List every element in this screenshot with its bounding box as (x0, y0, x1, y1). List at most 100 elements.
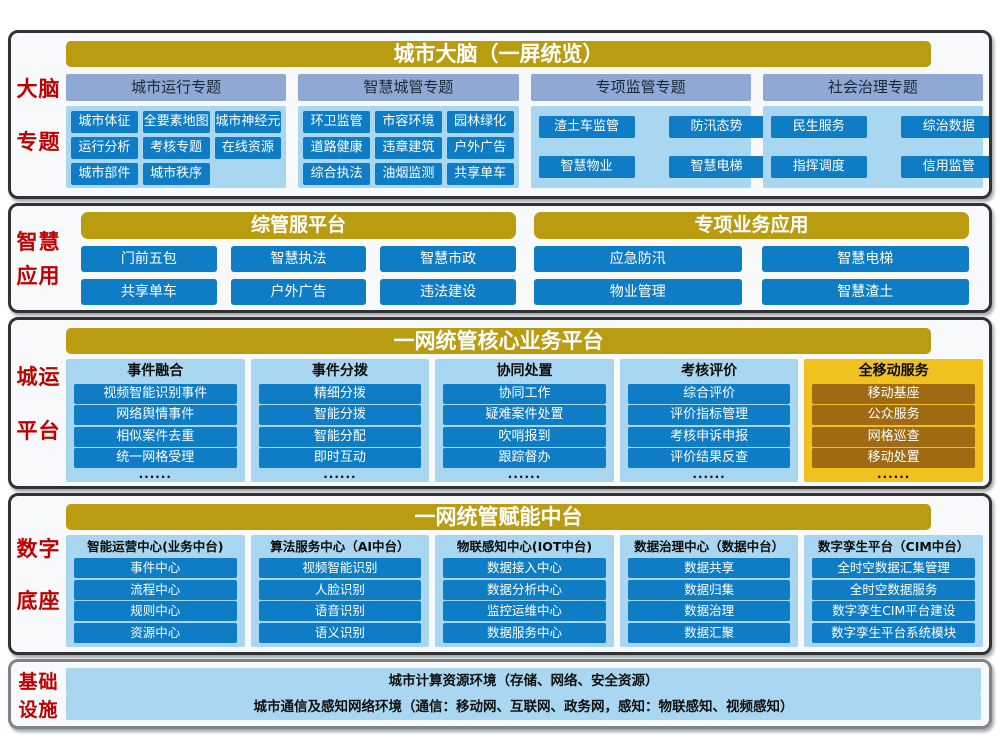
topic-chip: 城市部件 (71, 163, 138, 185)
app-chip: 户外广告 (230, 279, 367, 305)
core-column-title: 考核评价 (681, 363, 738, 379)
topic-chip: 防汛态势 (668, 116, 765, 138)
infra-layer-side-label: 基础 设施 (11, 662, 66, 726)
app-chip: 应急防汛 (534, 246, 742, 272)
topic-chip: 综治数据 (900, 116, 989, 138)
core-column-title: 全移动服务 (858, 363, 929, 379)
middle-chip-list: 数据共享 数据归集 数据治理 数据汇聚 (627, 557, 791, 644)
middle-chip: 流程中心 (74, 579, 237, 600)
infra-layer-panel: 基础 设施 城市计算资源环境（存储、网络、安全资源） 城市通信及感知网络环境（通… (8, 659, 992, 729)
app-chip: 违法建设 (380, 279, 516, 305)
middle-column-data: 数据治理中心（数据中台） 数据共享 数据归集 数据治理 数据汇聚 (619, 535, 799, 647)
topic-chip: 环卫监管 (303, 111, 370, 133)
core-chip-list: 视频智能识别事件 网络舆情事件 相似案件去重 统一网格受理 (74, 382, 237, 470)
middle-chip: 数字孪生平台系统模块 (812, 622, 975, 643)
topic-chip-grid: 城市体征 全要素地图 城市神经元 运行分析 考核专题 在线资源 城市部件 城市秩序 (66, 106, 287, 188)
city-brain-header: 城市大脑（一屏统览） (66, 41, 931, 67)
middle-column-title: 智能运营中心(业务中台) (87, 539, 224, 554)
core-chip: 网络舆情事件 (74, 405, 237, 426)
core-column-title: 事件分拨 (311, 363, 368, 379)
app-chip: 智慧市政 (380, 246, 516, 272)
apps-group-comprehensive: 综管服平台 门前五包 智慧执法 智慧市政共享单车 户外广告 违法建设 (81, 212, 516, 305)
apps-group-header: 专项业务应用 (534, 212, 969, 239)
core-platform-header: 一网统管核心业务平台 (66, 328, 931, 354)
topic-chip: 道路健康 (303, 137, 370, 159)
apps-layer-content: 综管服平台 门前五包 智慧执法 智慧市政共享单车 户外广告 违法建设 专项业务应用 应急… (66, 206, 989, 310)
core-chip: 精细分拨 (258, 383, 422, 404)
core-chip: 疑难案件处置 (443, 405, 606, 426)
app-chip: 门前五包 (81, 246, 217, 272)
topic-column-header: 专项监管专题 (530, 74, 751, 101)
middle-chip: 数据治理 (627, 601, 791, 622)
app-chip: 智慧执法 (230, 246, 367, 272)
topic-chip-grid: 环卫监管 市容环境 园林绿化 道路健康 违章建筑 户外广告 综合执法 油烟监测 共享单车 (298, 106, 519, 188)
app-chip: 共享单车 (81, 279, 217, 305)
middle-chip: 资源中心 (74, 622, 237, 643)
topic-chip: 全要素地图 (142, 111, 210, 133)
core-layer-content: 一网统管核心业务平台 事件融合 视频智能识别事件 网络舆情事件 相似案件去重 统一网格… (66, 320, 989, 486)
core-chip: 网格巡查 (812, 426, 975, 447)
core-chip: 跟踪督办 (443, 448, 606, 469)
side-label-line: 应用 (16, 264, 61, 288)
core-column-collaborative-handling: 协同处置 协同工作 疑难案件处置 吹哨报到 跟踪督办 ...... (435, 359, 614, 482)
topic-chip-grid: 民生服务 综治数据 指挥调度 信用监管 (762, 106, 989, 188)
middle-layer-side-label: 数字 底座 (11, 496, 66, 652)
core-column-event-dispatch: 事件分拨 精细分拨 智能分拨 智能分配 即时互动 ...... (250, 359, 430, 482)
core-column-title: 事件融合 (127, 363, 184, 379)
apps-layer-panel: 智慧 应用 综管服平台 门前五包 智慧执法 智慧市政共享单车 户外广告 违法建设 专项业… (8, 203, 992, 313)
side-label-line: 智慧 (16, 230, 61, 254)
apps-group-header: 综管服平台 (81, 212, 516, 239)
core-columns: 事件融合 视频智能识别事件 网络舆情事件 相似案件去重 统一网格受理 ...... 事… (66, 359, 983, 482)
side-label-line: 平台 (16, 419, 61, 444)
infra-compute-resource-bar: 城市计算资源环境（存储、网络、安全资源） (66, 668, 981, 694)
middle-column-cim: 数字孪生平台（CIM中台） 全时空数据汇集管理 全时空数据服务 数字孪生CIM平台建… (804, 535, 983, 647)
middle-platform-header: 一网统管赋能中台 (66, 504, 931, 530)
core-chip: 协同工作 (443, 383, 606, 404)
core-chip: 智能分配 (258, 426, 422, 447)
topic-chip: 油烟监测 (375, 163, 442, 185)
middle-chip: 全时空数据汇集管理 (812, 558, 975, 579)
core-chip-list: 协同工作 疑难案件处置 吹哨报到 跟踪督办 (443, 382, 606, 470)
middle-chip-list: 视频智能识别 人脸识别 语音识别 语义识别 (258, 557, 422, 644)
side-label-line: 城运 (16, 364, 61, 389)
middle-column-title: 数字孪生平台（CIM中台） (818, 539, 970, 554)
side-label-line: 基础 (18, 670, 59, 693)
middle-chip: 监控运维中心 (443, 601, 606, 622)
core-column-mobile-services: 全移动服务 移动基座 公众服务 网格巡查 移动处置 ...... (804, 359, 983, 482)
core-layer-panel: 城运 平台 一网统管核心业务平台 事件融合 视频智能识别事件 网络舆情事件 相似案件… (8, 317, 992, 489)
topic-chip: 智慧电梯 (668, 156, 765, 178)
middle-column-iot: 物联感知中心(IOT中台) 数据接入中心 数据分析中心 监控运维中心 数据服务中心 (435, 535, 614, 647)
apps-chip-grid: 门前五包 智慧执法 智慧市政共享单车 户外广告 违法建设 (81, 246, 516, 305)
middle-column-ai: 算法服务中心（AI中台） 视频智能识别 人脸识别 语音识别 语义识别 (250, 535, 430, 647)
infra-network-sensing-bar: 城市通信及感知网络环境（通信：移动网、互联网、政务网，感知：物联感知、视频感知） (66, 694, 981, 720)
topic-column-smart-city-mgmt: 智慧城管专题 环卫监管 市容环境 园林绿化 道路健康 违章建筑 户外广告 综合执法 油烟监测共… (298, 74, 519, 188)
core-chip: 综合评价 (627, 383, 791, 404)
side-label-line: 大脑 (16, 76, 61, 101)
brain-layer-content: 城市大脑（一屏统览） 城市运行专题 城市体征 全要素地图 城市神经元 运行分析 考核专题… (66, 33, 989, 196)
topic-chip: 城市体征 (71, 111, 138, 133)
middle-chip: 视频智能识别 (258, 558, 422, 579)
core-chip-list: 移动基座 公众服务 网格巡查 移动处置 (812, 382, 975, 470)
middle-column-business: 智能运营中心(业务中台) 事件中心 流程中心 规则中心 资源中心 (66, 535, 245, 647)
core-chip: 即时互动 (258, 448, 422, 469)
topic-column-special-supervision: 专项监管专题 渣土车监管 防汛态势 智慧物业 智慧电梯 (530, 74, 765, 188)
middle-chip-list: 数据接入中心 数据分析中心 监控运维中心 数据服务中心 (443, 557, 606, 644)
brain-layer-side-label: 大脑 专题 (11, 33, 66, 196)
core-chip: 评价结果反查 (627, 448, 791, 469)
ellipsis-dots: ...... (323, 467, 357, 481)
topic-column-header: 智慧城管专题 (298, 74, 519, 101)
middle-column-title: 算法服务中心（AI中台） (270, 539, 410, 554)
diagram-stack: 大脑 专题 城市大脑（一屏统览） 城市运行专题 城市体征 全要素地图 城市神经元 运行… (8, 30, 992, 729)
middle-chip: 数据接入中心 (443, 558, 606, 579)
middle-chip: 数据汇聚 (627, 622, 791, 643)
core-chip: 评价指标管理 (627, 405, 791, 426)
core-layer-side-label: 城运 平台 (11, 320, 66, 486)
core-chip: 吹哨报到 (443, 426, 606, 447)
core-chip: 考核申诉申报 (627, 426, 791, 447)
side-label-line: 专题 (16, 130, 61, 155)
apps-groups-row: 综管服平台 门前五包 智慧执法 智慧市政共享单车 户外广告 违法建设 专项业务应用 应急… (66, 212, 983, 305)
topic-column-header: 社会治理专题 (762, 74, 983, 101)
core-column-event-fusion: 事件融合 视频智能识别事件 网络舆情事件 相似案件去重 统一网格受理 ...... (66, 359, 245, 482)
topic-chip: 在线资源 (214, 137, 282, 159)
core-chip: 移动基座 (812, 383, 975, 404)
